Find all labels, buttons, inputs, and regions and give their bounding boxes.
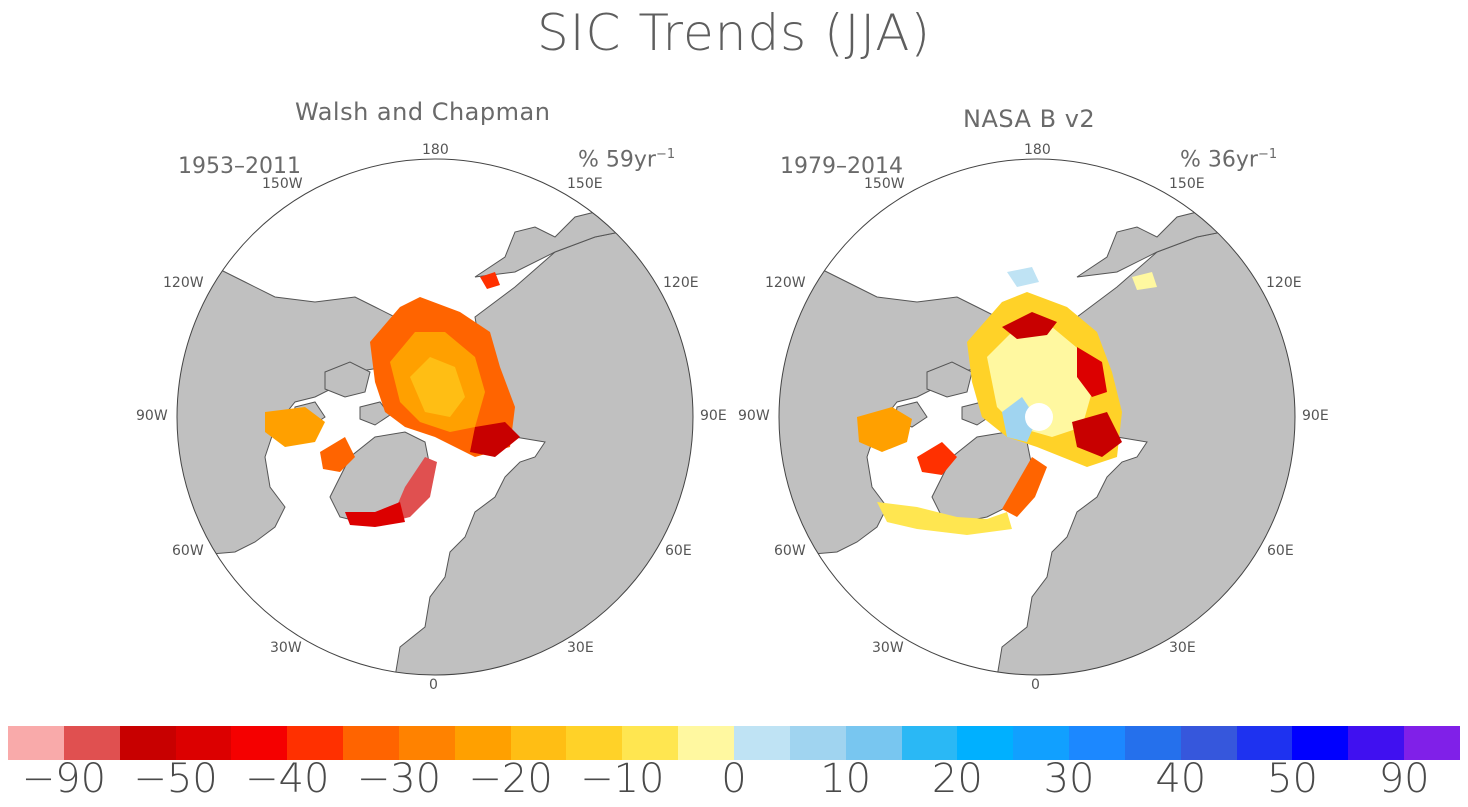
colorbar-tick-label: 20 (931, 756, 983, 802)
left-lon-30e: 30E (567, 640, 594, 656)
left-lon-90w: 90W (136, 408, 168, 424)
left-period: 1953–2011 (178, 154, 301, 179)
colorbar-cell (119, 726, 176, 760)
colorbar-cell (175, 726, 232, 760)
colorbar-tick-label: 10 (820, 756, 872, 802)
right-units-exp: −1 (1257, 147, 1278, 162)
right-lon-90w: 90W (738, 408, 770, 424)
colorbar-tick-label: 90 (1378, 756, 1430, 802)
left-lon-120e: 120E (663, 275, 699, 291)
right-lon-90e: 90E (1302, 408, 1329, 424)
right-lon-150e: 150E (1169, 176, 1205, 192)
colorbar-cell (231, 726, 288, 760)
colorbar-cell (1013, 726, 1070, 760)
right-period: 1979–2014 (780, 154, 903, 179)
colorbar-tick-labels: −90 −50 −40 −30 −20 −10 0 10 20 30 40 50 90 (0, 756, 1468, 806)
left-lon-180: 180 (422, 142, 449, 158)
left-units-text: % 59yr (578, 147, 656, 173)
right-lon-0: 0 (1031, 677, 1040, 693)
left-units-exp: −1 (655, 147, 676, 162)
left-lon-60e: 60E (665, 543, 692, 559)
left-lon-90e: 90E (700, 408, 727, 424)
left-lon-150e: 150E (567, 176, 603, 192)
left-lon-150w: 150W (262, 176, 303, 192)
colorbar-tick-label: 30 (1043, 756, 1095, 802)
colorbar-cell (510, 726, 567, 760)
colorbar-cell (1404, 726, 1460, 760)
colorbar-cell (454, 726, 511, 760)
colorbar-tick-label: 0 (721, 756, 747, 802)
right-units: % 36yr−1 (1180, 147, 1277, 172)
colorbar-cell (622, 726, 679, 760)
colorbar-cell (845, 726, 902, 760)
right-lon-120w: 120W (765, 275, 806, 291)
colorbar-tick-label: −40 (245, 756, 330, 802)
figure-title: SIC Trends (JJA) (537, 4, 931, 62)
colorbar-cell (398, 726, 455, 760)
colorbar-tick-label: −50 (133, 756, 218, 802)
colorbar-tick-label: 50 (1267, 756, 1318, 802)
colorbar (8, 726, 1460, 760)
left-lon-60w: 60W (172, 543, 204, 559)
colorbar-cell (1124, 726, 1181, 760)
left-lon-0: 0 (429, 677, 438, 693)
colorbar-tick-label: −20 (468, 756, 553, 802)
right-map-border (778, 158, 1296, 676)
colorbar-cell (901, 726, 958, 760)
right-lon-120e: 120E (1266, 275, 1302, 291)
colorbar-cell (733, 726, 790, 760)
left-lon-30w: 30W (270, 640, 302, 656)
colorbar-cell (1292, 726, 1349, 760)
colorbar-cell (566, 726, 623, 760)
colorbar-cell (1069, 726, 1125, 760)
right-lon-60e: 60E (1267, 543, 1294, 559)
right-lon-30w: 30W (872, 640, 904, 656)
colorbar-cell (957, 726, 1014, 760)
left-polar-map (176, 158, 694, 676)
colorbar-tick-label: 40 (1155, 756, 1207, 802)
right-lon-150w: 150W (864, 176, 905, 192)
colorbar-tick-label: −30 (356, 756, 442, 802)
colorbar-cell (63, 726, 120, 760)
colorbar-cell (8, 726, 64, 760)
left-units: % 59yr−1 (578, 147, 675, 172)
right-panel-title: NASA B v2 (963, 105, 1096, 133)
right-trend-field (857, 267, 1157, 535)
colorbar-cell (1236, 726, 1293, 760)
left-trend-field (265, 272, 520, 527)
left-panel-title: Walsh and Chapman (295, 98, 551, 126)
colorbar-cell (343, 726, 399, 760)
colorbar-tick-label: −90 (21, 756, 107, 802)
colorbar-cell (1180, 726, 1237, 760)
right-polar-map (778, 158, 1296, 676)
left-lon-120w: 120W (163, 275, 204, 291)
colorbar-cell (287, 726, 344, 760)
colorbar-cell (678, 726, 734, 760)
right-lon-30e: 30E (1169, 640, 1196, 656)
colorbar-tick-label: −10 (580, 756, 665, 802)
colorbar-cell (1348, 726, 1405, 760)
left-map-border (176, 158, 694, 676)
right-units-text: % 36yr (1180, 147, 1258, 173)
colorbar-cell (789, 726, 846, 760)
right-lon-180: 180 (1024, 142, 1051, 158)
right-lon-60w: 60W (774, 543, 806, 559)
